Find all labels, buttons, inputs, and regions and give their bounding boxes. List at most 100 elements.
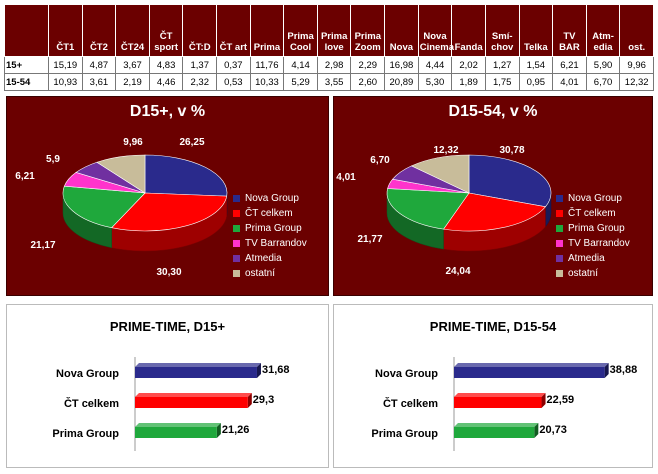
table-column-header: TV BAR (552, 4, 587, 57)
pie-data-label: 24,04 (445, 266, 470, 277)
legend-item: Nova Group (556, 191, 630, 206)
bar-side-face (247, 393, 252, 408)
bar-side-face (541, 393, 546, 408)
table-cell: 4,46 (148, 73, 184, 91)
table-cell: 1,27 (484, 56, 520, 74)
table-cell: 3,61 (81, 73, 117, 91)
table-column-header: ČT1 (48, 4, 83, 57)
bar-category-label: Nova Group (56, 368, 119, 380)
table-cell: 11,76 (249, 56, 285, 74)
bar-top-face (454, 363, 609, 367)
legend-item: ostatní (233, 266, 307, 281)
legend-swatch (233, 270, 240, 277)
table-corner-cell (4, 4, 49, 57)
table-column-header: Prima Cool (283, 4, 318, 57)
table-column-header: Smí-chov (484, 4, 520, 57)
pie-data-label: 6,21 (15, 171, 35, 182)
bar-category-label: Nova Group (375, 368, 438, 380)
table-cell: 9,96 (619, 56, 654, 74)
pie-legend: Nova Group ČT celkem Prima Group TV Barrand… (556, 191, 630, 281)
legend-item: TV Barrandov (556, 236, 630, 251)
pie-slice (468, 154, 552, 208)
pie-slice (410, 154, 470, 194)
pie-slice (144, 154, 228, 197)
pie-data-label: 21,77 (357, 234, 382, 245)
bar-top-face (135, 423, 221, 427)
legend-item: Atmedia (233, 251, 307, 266)
table-cell: 4,01 (552, 73, 587, 91)
table-cell: 4,44 (417, 56, 453, 74)
table-cell: 3,55 (316, 73, 352, 91)
table-cell: 2,29 (350, 56, 386, 74)
table-column-header: ČT2 (81, 4, 117, 57)
bar-top-face (454, 423, 539, 427)
bar-chart-title: PRIME-TIME, D15+ (109, 319, 226, 334)
bar-side-face (604, 363, 609, 378)
bar-side-face (256, 363, 261, 378)
table-column-header: Telka (518, 4, 554, 57)
table-cell: 0,53 (216, 73, 251, 91)
table-column-header: ČT art (216, 4, 251, 57)
legend-item: Prima Group (556, 221, 630, 236)
table-cell: 5,30 (417, 73, 453, 91)
legend-swatch (556, 240, 563, 247)
legend-label: TV Barrandov (568, 238, 630, 249)
bar-top-face (454, 393, 546, 397)
bar-value-label: 21,26 (222, 424, 250, 436)
legend-item: TV Barrandov (233, 236, 307, 251)
table-cell: 20,89 (384, 73, 419, 91)
pie-data-label: 21,17 (30, 240, 55, 251)
bar-svg: Nova Group 38,88 ČT celkem 22,59 Prima Group… (371, 357, 637, 451)
bar-value-label: 20,73 (539, 424, 567, 436)
legend-item: Nova Group (233, 191, 307, 206)
pie-data-label: 4,01 (336, 172, 356, 183)
table-column-header: ost. (619, 4, 654, 57)
table-cell: 2,98 (316, 56, 352, 74)
table-cell: 5,90 (585, 56, 621, 74)
pie-data-label: 5,9 (46, 154, 60, 165)
legend-swatch (556, 225, 563, 232)
table-cell: 6,21 (552, 56, 587, 74)
pie-slice (96, 154, 146, 194)
pie-title: D15-54, v % (448, 103, 538, 120)
pie-data-label: 9,96 (123, 137, 143, 148)
channel-share-table: ČT1 ČT2 ČT24 ČT sport ČT:D ČT art Prima Prima C… (4, 4, 654, 91)
legend-label: ostatní (245, 268, 276, 279)
bar-svg: Nova Group 31,68 ČT celkem 29,3 Prima Group 2… (52, 357, 289, 451)
bar (135, 367, 257, 378)
legend-label: Prima Group (568, 223, 625, 234)
legend-label: Nova Group (245, 193, 299, 204)
bar-category-label: ČT celkem (64, 397, 119, 410)
legend-label: ČT celkem (245, 208, 293, 219)
bar-category-label: Prima Group (371, 428, 438, 440)
table-column-header: Atm-edia (585, 4, 621, 57)
bar-top-face (135, 363, 261, 367)
bar (454, 367, 605, 378)
legend-swatch (233, 255, 240, 262)
bar-chart-title: PRIME-TIME, D15-54 (429, 319, 557, 334)
legend-label: TV Barrandov (245, 238, 307, 249)
bar-side-face (534, 423, 539, 438)
table-cell: 1,89 (451, 73, 486, 91)
pie-title: D15+, v % (129, 103, 206, 120)
bar (135, 427, 217, 438)
legend-label: ČT celkem (568, 208, 616, 219)
pie-data-label: 30,78 (499, 145, 524, 156)
table-cell: 4,87 (81, 56, 117, 74)
legend-swatch (233, 240, 240, 247)
table-cell: 4,14 (283, 56, 318, 74)
table-cell: 4,83 (148, 56, 184, 74)
table-cell: 16,98 (384, 56, 419, 74)
table-cell: 1,75 (484, 73, 520, 91)
pie-slice (442, 192, 546, 232)
bar-category-label: ČT celkem (383, 397, 438, 410)
table-row: 15+ 15,19 4,87 3,67 4,83 1,37 0,37 11,76 4,14 2,9… (4, 56, 654, 74)
pie-slice (111, 192, 228, 232)
table-cell: 2,19 (115, 73, 150, 91)
bar (135, 397, 248, 408)
table-cell: 10,33 (249, 73, 285, 91)
legend-swatch (233, 225, 240, 232)
table-column-header: ČT24 (115, 4, 150, 57)
table-column-header: Prima love (316, 4, 352, 57)
table-cell: 6,70 (585, 73, 621, 91)
